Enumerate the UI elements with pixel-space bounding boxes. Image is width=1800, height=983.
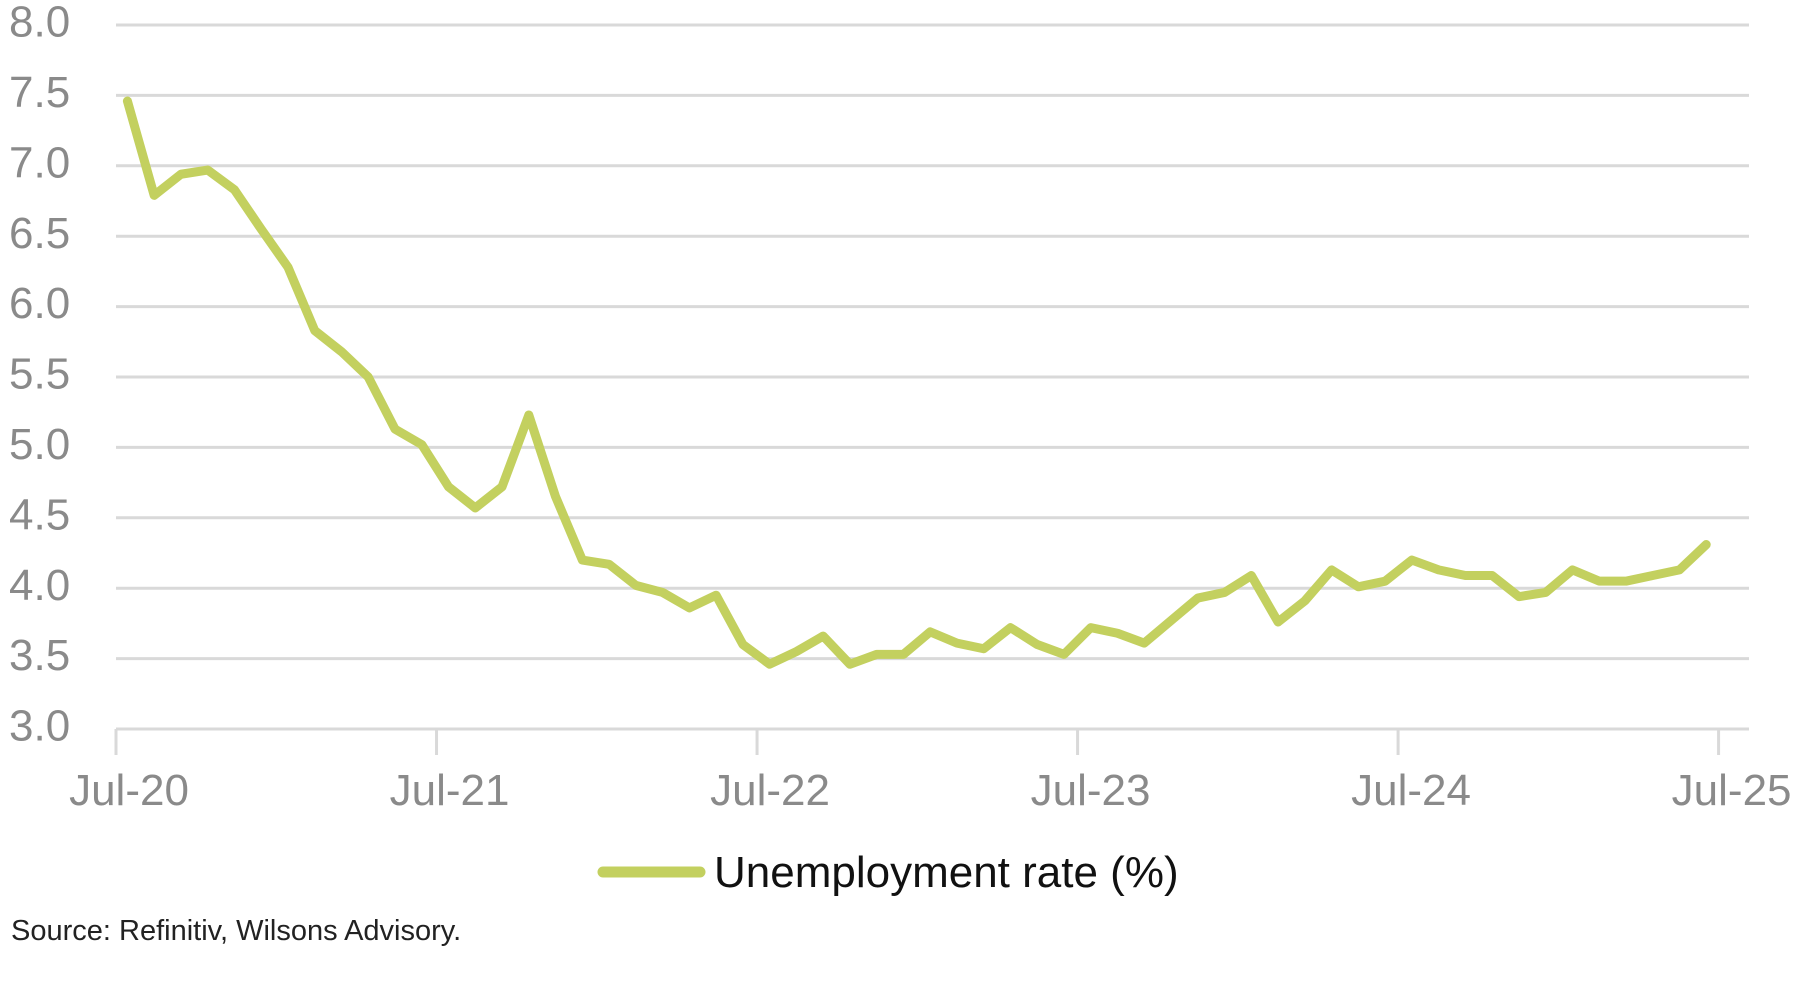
x-axis-ticks: Jul-20 Jul-21 Jul-22 Jul-23 Jul-24 Jul-25 [69, 729, 1792, 815]
source-note: Source: Refinitiv, Wilsons Advisory. [11, 915, 461, 947]
y-axis-ticks: 3.0 3.5 4.0 4.5 5.0 5.5 6.0 6.5 7.0 7.5 8.0 [9, 0, 70, 751]
legend: Unemployment rate (%) [597, 848, 1179, 897]
x-tick-label: Jul-21 [390, 766, 510, 815]
y-tick-label: 4.5 [9, 490, 70, 539]
y-tick-label: 8.0 [9, 0, 70, 47]
x-tick-label: Jul-23 [1031, 766, 1151, 815]
x-tick-label: Jul-25 [1672, 766, 1792, 815]
y-tick-label: 6.0 [9, 279, 70, 328]
x-tick-label: Jul-22 [710, 766, 830, 815]
y-tick-label: 7.0 [9, 138, 70, 187]
series-layer [122, 96, 1711, 669]
y-tick-label: 4.0 [9, 561, 70, 610]
y-tick-label: 5.0 [9, 420, 70, 469]
gridlines [116, 23, 1749, 731]
y-tick-label: 3.0 [9, 702, 70, 751]
x-tick-label: Jul-24 [1351, 766, 1471, 815]
y-tick-label: 3.5 [9, 631, 70, 680]
y-tick-label: 7.5 [9, 68, 70, 117]
y-tick-label: 6.5 [9, 209, 70, 258]
x-tick-label: Jul-20 [69, 766, 189, 815]
y-tick-label: 5.5 [9, 350, 70, 399]
series-line [122, 96, 1711, 669]
legend-label: Unemployment rate (%) [714, 848, 1179, 897]
